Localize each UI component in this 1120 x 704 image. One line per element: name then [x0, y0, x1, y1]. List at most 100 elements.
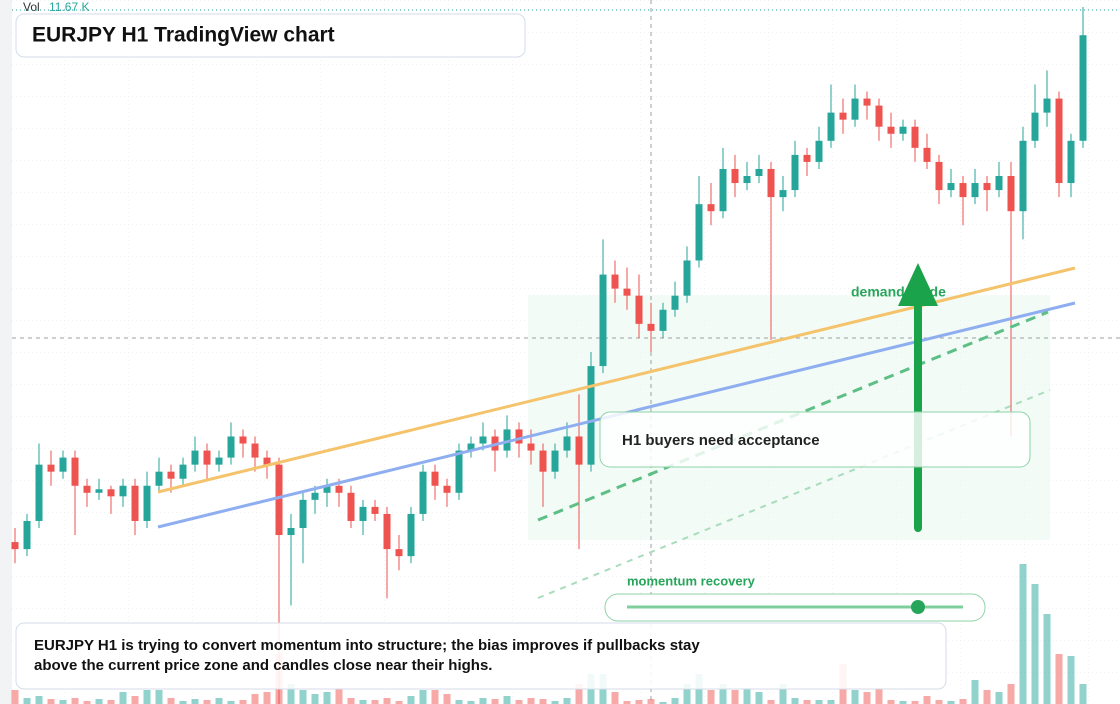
candle-body [959, 183, 967, 198]
left-strip [0, 0, 12, 704]
candle-body [11, 542, 19, 550]
volume-bar [455, 700, 463, 704]
candle-body [1007, 176, 1015, 212]
candle-body [119, 485, 127, 497]
volume-bar [299, 690, 307, 704]
volume-bar [371, 700, 379, 704]
volume-bar [131, 696, 139, 704]
volume-bar [155, 690, 163, 704]
volume-label: Vol [23, 0, 40, 14]
candle-body [431, 471, 439, 486]
volume-bar [143, 690, 151, 704]
candle-body [251, 443, 259, 458]
candle-body [731, 168, 739, 184]
candle-body [83, 485, 91, 493]
volume-bar [479, 698, 487, 704]
volume-bar [911, 701, 919, 704]
candle-layer [11, 7, 1087, 704]
candle-body [767, 168, 775, 198]
candle-body [155, 471, 163, 486]
candle-body [1067, 140, 1075, 184]
volume-bar [743, 688, 751, 704]
candle-body [947, 183, 955, 191]
volume-bar [1043, 614, 1051, 704]
candle-body [1031, 112, 1039, 141]
candle-body [695, 204, 703, 261]
volume-bar [947, 701, 955, 704]
volume-bar [191, 699, 199, 704]
candle-body [827, 112, 835, 141]
candle-body [899, 126, 907, 134]
volume-bar [287, 684, 295, 704]
caption-wrap: EURJPY H1 is trying to convert momentum … [34, 637, 700, 674]
volume-bar [575, 684, 583, 704]
candle-body [983, 183, 991, 191]
volume-bar [311, 694, 319, 704]
candle-body [1019, 140, 1027, 212]
candle-body [407, 513, 415, 557]
candle-body [335, 485, 343, 493]
volume-bar [251, 694, 259, 704]
volume-bar [515, 700, 523, 704]
candle-body [587, 366, 595, 465]
volume-bar [1055, 654, 1063, 704]
volume-bar [731, 690, 739, 704]
volume-bar [47, 699, 55, 704]
candle-body [803, 154, 811, 162]
candle-body [599, 274, 607, 367]
candle-body [131, 485, 139, 521]
candle-body [323, 485, 331, 493]
candle-body [971, 183, 979, 198]
caption: EURJPY H1 is trying to convert momentum … [34, 637, 700, 674]
caption-box [15, 622, 947, 690]
volume-bar [1067, 656, 1075, 704]
volume-bar [203, 700, 211, 704]
volume-bar [491, 699, 499, 704]
volume-bar [419, 690, 427, 704]
volume-bar [971, 680, 979, 704]
volume-bar [767, 700, 775, 704]
candle-body [659, 309, 667, 331]
volume-bar [59, 700, 67, 704]
candle-body [1043, 98, 1051, 113]
candle-body [575, 436, 583, 465]
candle-body [263, 457, 271, 465]
candle-body [299, 499, 307, 528]
volume-bar [863, 692, 871, 704]
volume-bar [179, 701, 187, 704]
candle-body [203, 450, 211, 465]
candle-body [71, 457, 79, 486]
candle-body [635, 295, 643, 324]
slider-label: momentum recovery [627, 573, 756, 588]
volume-bar [803, 700, 811, 704]
zone-note: H1 buyers need acceptance [622, 432, 820, 449]
volume-bar [899, 701, 907, 704]
volume-bar [11, 690, 19, 704]
volume-reading: 11.67 K [49, 0, 89, 14]
candle-body [59, 457, 67, 472]
volume-bar [167, 698, 175, 704]
volume-bar [959, 699, 967, 704]
candle-body [455, 450, 463, 493]
candle-body [395, 549, 403, 557]
candle-body [707, 204, 715, 212]
candle-body [935, 161, 943, 191]
volume-bar [1007, 684, 1015, 704]
volume-bar [23, 698, 31, 704]
volume-bar [335, 688, 343, 704]
candle-body [359, 506, 367, 521]
candle-body [467, 443, 475, 451]
candle-body [179, 464, 187, 479]
volume-bar [551, 701, 559, 704]
candle-body [791, 154, 799, 191]
candle-body [779, 190, 787, 198]
volume-bar [431, 690, 439, 704]
slider-thumb[interactable] [911, 600, 925, 614]
volume-bar [779, 684, 787, 704]
volume-bar [611, 692, 619, 704]
volume-bar [263, 692, 271, 704]
volume-bar [659, 702, 667, 704]
volume-bar [851, 690, 859, 704]
